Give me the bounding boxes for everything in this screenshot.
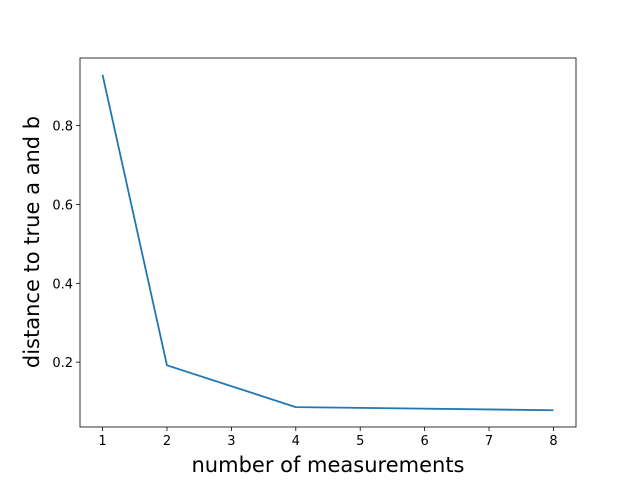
- x-tick-label: 5: [356, 434, 364, 449]
- x-axis-label: number of measurements: [192, 453, 465, 477]
- line: [101, 74, 554, 412]
- x-tick-label: 1: [98, 434, 106, 449]
- x-tick-label: 2: [163, 434, 171, 449]
- x-tick-label: 3: [227, 434, 235, 449]
- x-tick-label: 7: [485, 434, 493, 449]
- x-tick-label: 8: [549, 434, 557, 449]
- x-tick-label: 6: [420, 434, 428, 449]
- x-tick-label: 4: [292, 434, 300, 449]
- y-tick-label: 0.2: [52, 356, 73, 371]
- y-tick-label: 0.6: [52, 198, 73, 213]
- plot-frame: [79, 57, 577, 428]
- y-tick-label: 0.8: [52, 120, 73, 135]
- y-tick-label: 0.4: [52, 277, 73, 292]
- y-axis-label: distance to true a and b: [20, 116, 44, 368]
